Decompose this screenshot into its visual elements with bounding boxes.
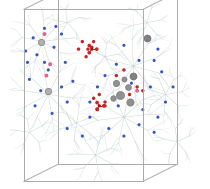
Point (88, 116, 92, 119)
Point (95, 108, 99, 111)
Point (141, 108, 144, 111)
Point (86, 48, 90, 51)
Point (77, 48, 80, 51)
Point (130, 82, 133, 85)
Point (90, 46, 93, 49)
Point (135, 89, 139, 92)
Point (152, 59, 156, 62)
Point (122, 68, 126, 71)
Point (111, 97, 114, 100)
Point (47, 68, 50, 71)
Point (137, 123, 141, 126)
Point (60, 85, 63, 88)
Point (145, 36, 148, 39)
Point (118, 93, 122, 96)
Point (122, 135, 126, 138)
Point (115, 63, 118, 66)
Point (92, 40, 95, 43)
Point (160, 70, 163, 73)
Point (32, 36, 35, 39)
Point (50, 112, 54, 115)
Point (88, 44, 91, 47)
Point (54, 25, 58, 28)
Point (90, 48, 93, 51)
Point (102, 104, 106, 107)
Point (156, 48, 160, 51)
Point (39, 89, 42, 92)
Point (152, 131, 156, 134)
Point (126, 85, 129, 88)
Point (71, 80, 75, 83)
Point (43, 33, 46, 36)
Point (66, 127, 69, 130)
Point (141, 89, 144, 92)
Point (60, 33, 63, 36)
Point (98, 104, 101, 107)
Point (103, 104, 107, 107)
Point (26, 61, 29, 64)
Point (137, 59, 141, 62)
Point (47, 89, 50, 92)
Point (96, 85, 99, 88)
Point (81, 135, 84, 138)
Point (49, 63, 52, 66)
Point (135, 85, 139, 88)
Point (98, 93, 101, 96)
Point (95, 48, 98, 51)
Point (95, 101, 99, 104)
Point (66, 101, 69, 104)
Point (115, 74, 118, 77)
Point (28, 78, 31, 81)
Point (103, 101, 107, 104)
Point (107, 127, 110, 130)
Point (171, 85, 175, 88)
Point (164, 101, 167, 104)
Point (45, 74, 48, 77)
Point (35, 53, 39, 56)
Point (115, 82, 118, 85)
Point (103, 74, 107, 77)
Point (84, 55, 88, 58)
Point (132, 74, 135, 77)
Point (88, 51, 91, 54)
Point (81, 40, 84, 43)
Point (96, 108, 99, 111)
Point (24, 50, 27, 53)
Point (122, 44, 126, 47)
Point (128, 101, 131, 104)
Point (88, 101, 92, 104)
Point (52, 46, 56, 49)
Point (33, 104, 37, 107)
Point (43, 27, 46, 30)
Point (122, 78, 126, 81)
Point (149, 85, 152, 88)
Point (128, 93, 131, 96)
Point (156, 116, 160, 119)
Point (43, 61, 46, 64)
Point (92, 97, 95, 100)
Point (64, 61, 67, 64)
Point (117, 104, 120, 107)
Point (39, 40, 42, 43)
Point (145, 36, 148, 39)
